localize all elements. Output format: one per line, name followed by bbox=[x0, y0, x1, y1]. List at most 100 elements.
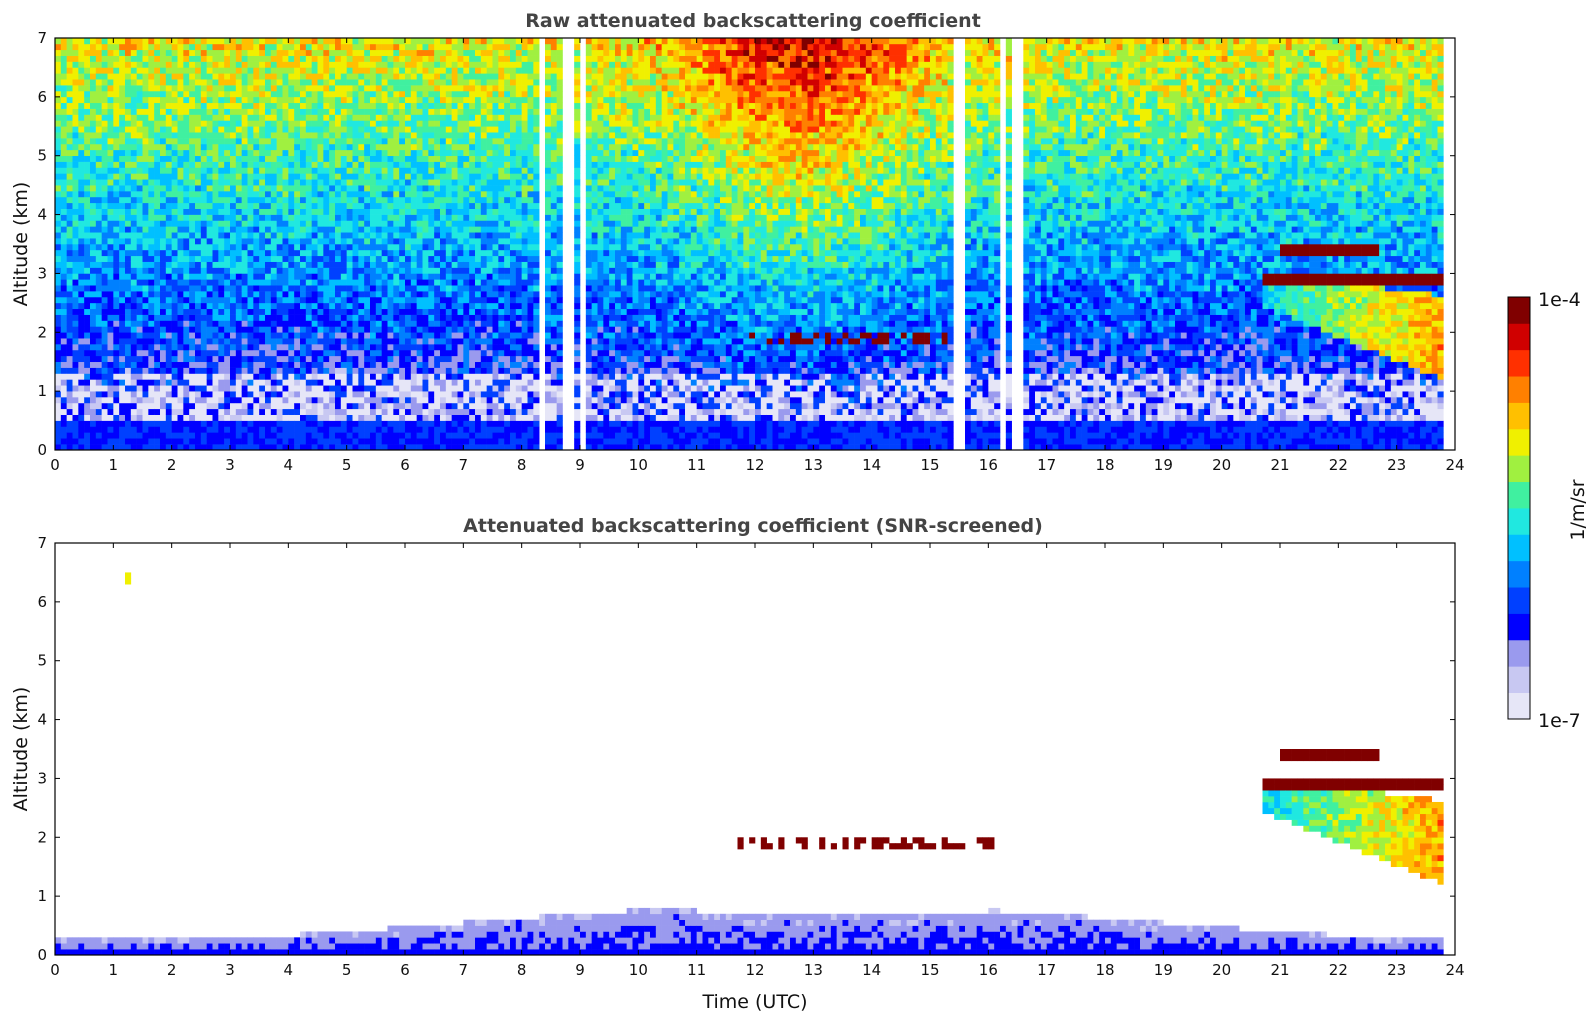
raw-heat-cell bbox=[469, 421, 475, 427]
raw-heat-cell bbox=[458, 444, 464, 450]
raw-heat-cell bbox=[166, 144, 172, 150]
raw-heat-cell bbox=[84, 91, 90, 97]
raw-heat-cell bbox=[148, 185, 154, 191]
raw-heat-cell bbox=[405, 215, 411, 221]
raw-heat-cell bbox=[300, 321, 306, 327]
raw-heat-cell bbox=[417, 126, 423, 132]
raw-heat-cell bbox=[201, 79, 207, 85]
raw-heat-cell bbox=[312, 132, 318, 138]
raw-heat-cell bbox=[411, 126, 417, 132]
raw-heat-cell bbox=[417, 238, 423, 244]
raw-heat-cell bbox=[90, 232, 96, 238]
raw-heat-cell bbox=[113, 162, 119, 168]
raw-heat-cell bbox=[434, 368, 440, 374]
raw-heat-cell bbox=[67, 368, 73, 374]
raw-heat-cell bbox=[423, 97, 429, 103]
raw-heat-cell bbox=[434, 215, 440, 221]
raw-heat-cell bbox=[148, 179, 154, 185]
raw-heat-cell bbox=[405, 126, 411, 132]
raw-heat-cell bbox=[370, 203, 376, 209]
raw-heat-cell bbox=[335, 97, 341, 103]
raw-heat-cell bbox=[452, 326, 458, 332]
raw-heat-cell bbox=[154, 438, 160, 444]
raw-heat-cell bbox=[207, 432, 213, 438]
raw-heat-cell bbox=[84, 56, 90, 62]
raw-heat-cell bbox=[364, 67, 370, 73]
raw-heat-cell bbox=[347, 397, 353, 403]
raw-heat-cell bbox=[108, 132, 114, 138]
raw-heat-cell bbox=[84, 173, 90, 179]
raw-heat-cell bbox=[312, 379, 318, 385]
raw-heat-cell bbox=[271, 279, 277, 285]
raw-heat-cell bbox=[55, 426, 61, 432]
raw-heat-cell bbox=[428, 232, 434, 238]
raw-heat-cell bbox=[283, 126, 289, 132]
raw-heat-cell bbox=[358, 91, 364, 97]
raw-heat-cell bbox=[434, 421, 440, 427]
raw-heat-cell bbox=[440, 62, 446, 68]
raw-heat-cell bbox=[288, 309, 294, 315]
raw-heat-cell bbox=[393, 262, 399, 268]
raw-heat-cell bbox=[201, 291, 207, 297]
raw-heat-cell bbox=[312, 268, 318, 274]
raw-heat-cell bbox=[423, 115, 429, 121]
raw-heat-cell bbox=[137, 332, 143, 338]
raw-heat-cell bbox=[125, 91, 131, 97]
raw-heat-cell bbox=[248, 120, 254, 126]
raw-heat-cell bbox=[306, 162, 312, 168]
raw-heat-cell bbox=[84, 391, 90, 397]
raw-heat-cell bbox=[440, 279, 446, 285]
raw-heat-cell bbox=[67, 309, 73, 315]
raw-heat-cell bbox=[230, 215, 236, 221]
raw-heat-cell bbox=[428, 303, 434, 309]
raw-heat-cell bbox=[242, 126, 248, 132]
raw-heat-cell bbox=[61, 432, 67, 438]
raw-heat-cell bbox=[370, 150, 376, 156]
raw-heat-cell bbox=[213, 44, 219, 50]
raw-heat-cell bbox=[265, 179, 271, 185]
raw-heat-cell bbox=[218, 332, 224, 338]
raw-heat-cell bbox=[102, 91, 108, 97]
raw-heat-cell bbox=[277, 268, 283, 274]
raw-heat-cell bbox=[393, 173, 399, 179]
raw-heat-cell bbox=[183, 50, 189, 56]
raw-heat-cell bbox=[306, 73, 312, 79]
raw-heat-cell bbox=[288, 115, 294, 121]
raw-heat-cell bbox=[218, 126, 224, 132]
raw-heat-cell bbox=[160, 226, 166, 232]
raw-heat-cell bbox=[265, 215, 271, 221]
raw-heat-cell bbox=[382, 79, 388, 85]
raw-heat-cell bbox=[335, 432, 341, 438]
raw-heat-cell bbox=[335, 173, 341, 179]
raw-heat-cell bbox=[312, 197, 318, 203]
raw-heat-cell bbox=[341, 244, 347, 250]
raw-heat-cell bbox=[452, 97, 458, 103]
raw-heat-cell bbox=[84, 279, 90, 285]
raw-heat-cell bbox=[417, 203, 423, 209]
raw-heat-cell bbox=[446, 126, 452, 132]
raw-heat-cell bbox=[67, 356, 73, 362]
raw-heat-cell bbox=[446, 356, 452, 362]
raw-heat-cell bbox=[347, 350, 353, 356]
raw-heat-cell bbox=[259, 297, 265, 303]
raw-heat-cell bbox=[288, 268, 294, 274]
raw-heat-cell bbox=[236, 350, 242, 356]
raw-heat-cell bbox=[61, 273, 67, 279]
raw-heat-cell bbox=[154, 344, 160, 350]
raw-heat-cell bbox=[335, 332, 341, 338]
raw-heat-cell bbox=[154, 432, 160, 438]
raw-heat-cell bbox=[469, 385, 475, 391]
raw-heat-cell bbox=[154, 326, 160, 332]
raw-heat-cell bbox=[172, 332, 178, 338]
raw-heat-cell bbox=[108, 138, 114, 144]
raw-heat-cell bbox=[388, 56, 394, 62]
raw-heat-cell bbox=[84, 232, 90, 238]
raw-heat-cell bbox=[259, 379, 265, 385]
raw-heat-cell bbox=[96, 279, 102, 285]
raw-heat-cell bbox=[201, 238, 207, 244]
raw-heat-cell bbox=[143, 338, 149, 344]
raw-heat-cell bbox=[393, 421, 399, 427]
raw-heat-cell bbox=[108, 173, 114, 179]
raw-heat-cell bbox=[405, 338, 411, 344]
raw-heat-cell bbox=[102, 156, 108, 162]
